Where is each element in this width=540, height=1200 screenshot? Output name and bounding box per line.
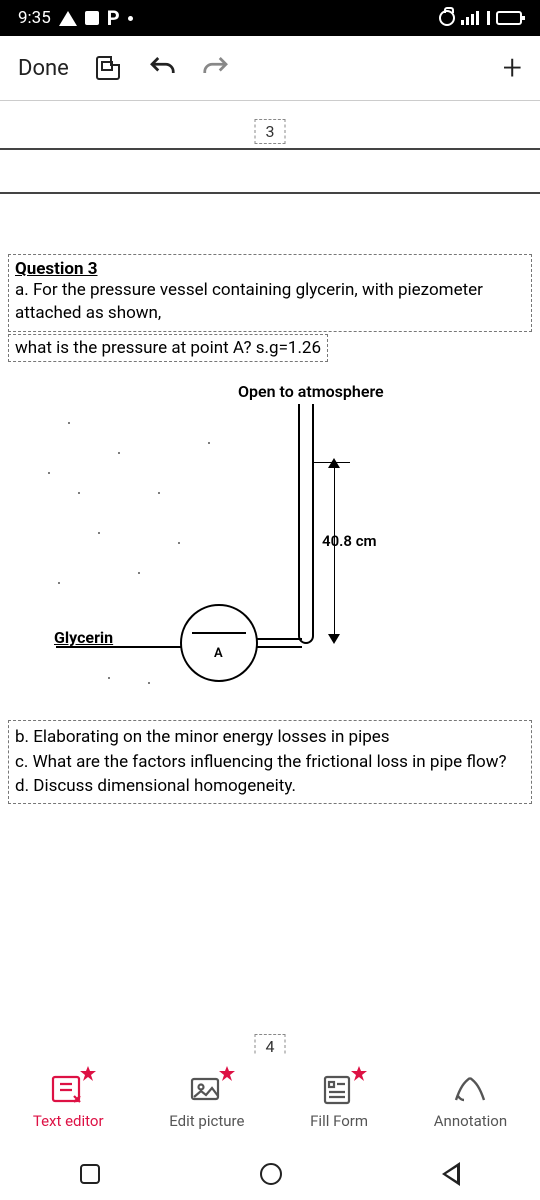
pro-badge-icon — [219, 1066, 235, 1082]
figure-tube — [298, 404, 314, 634]
dot-icon — [128, 16, 133, 21]
alarm-icon — [439, 10, 455, 26]
text-editor-label: Text editor — [33, 1112, 104, 1130]
undo-button[interactable] — [147, 53, 177, 83]
page-gap — [0, 150, 540, 194]
fill-form-icon — [321, 1074, 357, 1106]
document-content[interactable]: Question 3 a. For the pressure vessel co… — [0, 194, 540, 804]
figure-glycerin-label: Glycerin — [54, 628, 113, 647]
warning-icon — [59, 11, 77, 26]
fill-form-button[interactable]: Fill Form — [310, 1074, 368, 1130]
home-button[interactable] — [260, 1163, 282, 1185]
system-navbar — [0, 1148, 540, 1200]
figure-dim-arrow-down — [328, 634, 340, 644]
text-editor-button[interactable]: Text editor — [33, 1074, 104, 1130]
figure-dim-arrow-up — [328, 458, 340, 468]
question-a-sub: what is the pressure at point A? s.g=1.2… — [8, 334, 328, 362]
edit-picture-button[interactable]: Edit picture — [169, 1074, 244, 1130]
page-number-top: 3 — [255, 119, 286, 144]
recents-button[interactable] — [80, 1164, 100, 1184]
status-bar: 9:35 P — [0, 0, 540, 36]
app-square-icon — [85, 11, 99, 25]
annotation-label: Annotation — [434, 1112, 507, 1130]
edit-picture-icon — [189, 1074, 225, 1106]
figure-dim-label: 40.8 cm — [322, 532, 377, 550]
question-d: d. Discuss dimensional homogeneity. — [15, 774, 525, 799]
bottom-toolbar: Text editor Edit picture — [0, 1056, 540, 1148]
annotation-icon — [452, 1074, 488, 1106]
app-toolbar: Done + — [0, 36, 540, 100]
battery-icon — [496, 11, 522, 25]
back-button[interactable] — [442, 1162, 460, 1186]
figure-open-label: Open to atmosphere — [238, 382, 384, 401]
pro-badge-icon — [80, 1066, 96, 1082]
question-box-a: Question 3 a. For the pressure vessel co… — [8, 254, 532, 332]
save-icon — [96, 56, 120, 80]
add-button[interactable]: + — [503, 48, 522, 88]
save-button[interactable] — [93, 53, 123, 83]
status-time: 9:35 — [18, 8, 51, 28]
signal-line-icon — [487, 11, 490, 25]
pro-badge-icon — [351, 1066, 367, 1082]
question-c: c. What are the factors influencing the … — [15, 750, 525, 775]
redo-button[interactable] — [201, 53, 231, 83]
text-editor-icon — [50, 1074, 86, 1106]
annotation-button[interactable]: Annotation — [434, 1074, 507, 1130]
figure: Open to atmosphere Glycerin 40.8 cm — [8, 382, 532, 712]
done-button[interactable]: Done — [18, 56, 69, 81]
question-a-text: a. For the pressure vessel containing gl… — [15, 279, 525, 325]
question-title: Question 3 — [15, 259, 525, 279]
question-b: b. Elaborating on the minor energy losse… — [15, 725, 525, 750]
edit-picture-label: Edit picture — [169, 1112, 244, 1130]
signal-icon — [461, 11, 479, 25]
page-divider-bottom: 4 — [0, 1016, 540, 1060]
figure-dim-line — [334, 462, 335, 638]
page-divider-top: 3 — [0, 100, 540, 150]
question-box-bcd: b. Elaborating on the minor energy losse… — [8, 720, 532, 804]
figure-bulb — [180, 604, 258, 682]
p-icon: P — [107, 6, 120, 30]
fill-form-label: Fill Form — [310, 1112, 368, 1130]
